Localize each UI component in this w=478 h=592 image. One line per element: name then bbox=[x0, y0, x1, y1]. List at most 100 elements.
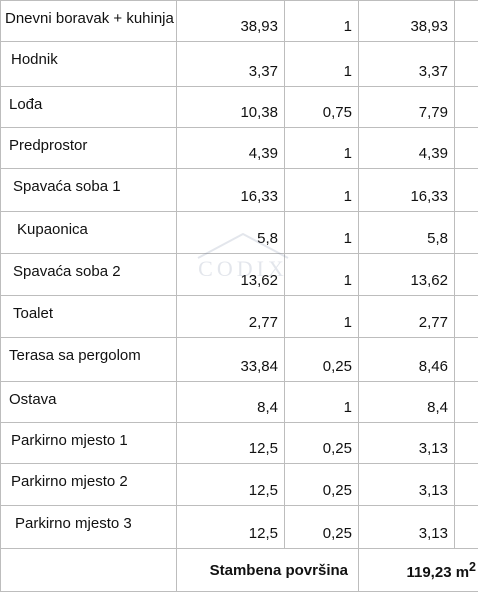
room-name: Dnevni boravak + kuhinja bbox=[1, 1, 176, 27]
spacer-cell bbox=[455, 506, 478, 549]
room-name: Ostava bbox=[1, 382, 176, 408]
table-row: Predprostor 4,39 1 4,39 bbox=[1, 128, 478, 169]
room-name: Kupaonica bbox=[1, 212, 176, 238]
room-area: 3,37 bbox=[249, 63, 278, 80]
room-factor-cell: 1 bbox=[285, 42, 359, 87]
room-net-area: 3,13 bbox=[419, 440, 448, 457]
spacer-cell bbox=[455, 254, 478, 296]
room-factor: 1 bbox=[344, 314, 352, 331]
room-area-cell: 3,37 bbox=[177, 42, 285, 87]
room-name: Lođa bbox=[1, 87, 176, 113]
room-factor: 0,25 bbox=[323, 525, 352, 542]
room-area: 4,39 bbox=[249, 145, 278, 162]
room-factor: 1 bbox=[344, 63, 352, 80]
room-area-cell: 12,5 bbox=[177, 464, 285, 506]
room-factor: 1 bbox=[344, 188, 352, 205]
room-net-area-cell: 3,37 bbox=[359, 42, 455, 87]
room-name: Parkirno mjesto 2 bbox=[1, 464, 176, 490]
room-name: Spavaća soba 2 bbox=[1, 254, 176, 280]
room-factor: 1 bbox=[344, 230, 352, 247]
room-area-cell: 13,62 bbox=[177, 254, 285, 296]
room-area-cell: 4,39 bbox=[177, 128, 285, 169]
room-net-area-cell: 16,33 bbox=[359, 169, 455, 212]
room-area: 12,5 bbox=[249, 440, 278, 457]
room-name-cell: Dnevni boravak + kuhinja bbox=[1, 1, 177, 42]
room-net-area: 38,93 bbox=[410, 18, 448, 35]
room-factor-cell: 1 bbox=[285, 382, 359, 423]
room-name: Parkirno mjesto 1 bbox=[1, 423, 176, 449]
room-net-area-cell: 3,13 bbox=[359, 423, 455, 464]
room-factor: 1 bbox=[344, 145, 352, 162]
room-factor: 1 bbox=[344, 272, 352, 289]
room-net-area: 3,13 bbox=[419, 525, 448, 542]
room-factor: 1 bbox=[344, 399, 352, 416]
room-factor-cell: 0,25 bbox=[285, 423, 359, 464]
spacer-cell bbox=[455, 212, 478, 254]
room-factor-cell: 0,25 bbox=[285, 464, 359, 506]
room-net-area: 8,4 bbox=[427, 399, 448, 416]
spacer-cell bbox=[455, 87, 478, 128]
room-net-area-cell: 4,39 bbox=[359, 128, 455, 169]
total-value-text: 119,23 m bbox=[406, 564, 469, 581]
room-name: Spavaća soba 1 bbox=[1, 169, 176, 195]
spacer-cell bbox=[455, 1, 478, 42]
room-factor-cell: 0,25 bbox=[285, 506, 359, 549]
spacer-cell bbox=[455, 464, 478, 506]
room-area-cell: 5,8 bbox=[177, 212, 285, 254]
room-factor: 0,75 bbox=[323, 104, 352, 121]
total-row: Stambena površina 119,23 m2 bbox=[1, 549, 478, 592]
room-net-area: 3,13 bbox=[419, 482, 448, 499]
total-unit-sup: 2 bbox=[469, 560, 476, 574]
room-name: Terasa sa pergolom bbox=[1, 338, 176, 364]
room-name: Toalet bbox=[1, 296, 176, 322]
room-factor-cell: 0,75 bbox=[285, 87, 359, 128]
room-area: 38,93 bbox=[240, 18, 278, 35]
room-area-cell: 12,5 bbox=[177, 423, 285, 464]
room-area: 10,38 bbox=[240, 104, 278, 121]
room-area: 16,33 bbox=[240, 188, 278, 205]
room-net-area: 8,46 bbox=[419, 358, 448, 375]
room-area: 12,5 bbox=[249, 482, 278, 499]
room-net-area: 13,62 bbox=[410, 272, 448, 289]
room-name-cell: Parkirno mjesto 1 bbox=[1, 423, 177, 464]
total-value: 119,23 m2 bbox=[359, 549, 478, 592]
spacer-cell bbox=[455, 42, 478, 87]
room-net-area: 2,77 bbox=[419, 314, 448, 331]
room-factor-cell: 1 bbox=[285, 212, 359, 254]
room-area: 2,77 bbox=[249, 314, 278, 331]
room-net-area-cell: 7,79 bbox=[359, 87, 455, 128]
room-name-cell: Parkirno mjesto 3 bbox=[1, 506, 177, 549]
room-net-area-cell: 13,62 bbox=[359, 254, 455, 296]
table-row: Spavaća soba 1 16,33 1 16,33 bbox=[1, 169, 478, 212]
room-area-cell: 12,5 bbox=[177, 506, 285, 549]
table-row: Lođa 10,38 0,75 7,79 bbox=[1, 87, 478, 128]
room-area: 5,8 bbox=[257, 230, 278, 247]
spacer-cell bbox=[455, 169, 478, 212]
room-name-cell: Toalet bbox=[1, 296, 177, 338]
room-area-cell: 10,38 bbox=[177, 87, 285, 128]
room-factor: 1 bbox=[344, 18, 352, 35]
room-name-cell: Lođa bbox=[1, 87, 177, 128]
room-area: 13,62 bbox=[240, 272, 278, 289]
room-name-cell: Spavaća soba 1 bbox=[1, 169, 177, 212]
total-label: Stambena površina bbox=[177, 549, 359, 592]
room-area: 12,5 bbox=[249, 525, 278, 542]
room-name-cell: Predprostor bbox=[1, 128, 177, 169]
room-area-cell: 2,77 bbox=[177, 296, 285, 338]
room-net-area: 4,39 bbox=[419, 145, 448, 162]
room-net-area-cell: 8,46 bbox=[359, 338, 455, 382]
room-area-cell: 8,4 bbox=[177, 382, 285, 423]
room-area-cell: 33,84 bbox=[177, 338, 285, 382]
room-name-cell: Kupaonica bbox=[1, 212, 177, 254]
room-name-cell: Spavaća soba 2 bbox=[1, 254, 177, 296]
room-area-cell: 16,33 bbox=[177, 169, 285, 212]
room-net-area-cell: 3,13 bbox=[359, 506, 455, 549]
room-factor-cell: 0,25 bbox=[285, 338, 359, 382]
room-factor-cell: 1 bbox=[285, 169, 359, 212]
table-row: Parkirno mjesto 2 12,5 0,25 3,13 bbox=[1, 464, 478, 506]
room-factor-cell: 1 bbox=[285, 296, 359, 338]
